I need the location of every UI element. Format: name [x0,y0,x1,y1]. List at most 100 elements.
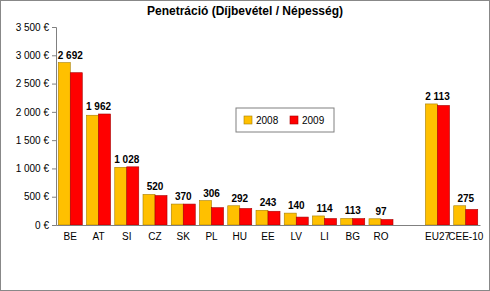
y-tick: 2 000 € [16,107,56,118]
x-tick: EU27 [425,225,450,242]
bar [369,219,381,225]
bar [425,104,437,225]
bars [58,63,477,225]
data-label: 114 [316,203,333,214]
data-label: 292 [231,193,248,204]
y-tick-label: 0 € [35,220,49,231]
x-axis: BE AT SI CZ SK PL HU EE LV LI BG RO EU27CEE-10 [57,225,484,242]
y-tick-label: 500 € [24,191,49,202]
bar [155,196,167,225]
legend-item: 2009 [290,115,325,126]
bar [466,209,478,225]
bar [240,208,252,225]
x-tick-label: BE [64,231,78,242]
y-tick-label: 2 000 € [16,107,50,118]
bar [199,201,211,225]
legend-box [236,108,334,132]
x-axis-line [57,225,481,226]
bar [312,216,324,225]
y-axis-line [52,28,57,226]
y-tick-mark [52,168,56,169]
y-tick-mark [52,225,56,226]
series-2008 [58,63,465,225]
y-tick-label: 3 500 € [16,22,50,33]
y-tick: 3 500 € [16,22,56,33]
x-tick-label: RO [373,231,388,242]
x-tick: BE [64,225,78,242]
data-label: 97 [375,206,387,217]
bar [353,219,365,225]
data-label: 370 [175,191,192,202]
y-tick-mark [52,197,56,198]
x-tick: PL [205,225,218,242]
x-tick: LV [290,225,302,242]
bar [296,217,308,225]
chart: Penetráció (Díjbevétel / Népesség) 0 € 500… [0,0,490,291]
y-tick-mark [52,84,56,85]
legend-label: 2009 [302,115,325,126]
y-tick: 1 000 € [16,163,56,174]
data-label: 306 [203,188,220,199]
chart-frame [1,1,490,291]
data-label: 520 [147,181,164,192]
legend: 2008 2009 [236,108,334,132]
y-tick: 0 € [35,220,56,231]
bar [284,213,296,225]
x-tick-label: BG [346,231,361,242]
y-tick-label: 1 500 € [16,135,50,146]
bar [87,115,99,225]
bar [58,63,70,225]
y-tick-label: 3 000 € [16,50,50,61]
y-tick-mark [52,140,56,141]
x-tick-label: LV [290,231,302,242]
x-tick: HU [233,225,247,242]
data-labels: 2 6921 9621 0285203703062922431401141139… [58,50,475,217]
y-tick-label: 1 000 € [16,163,50,174]
y-tick: 500 € [24,191,56,202]
x-tick: EE [261,225,275,242]
x-tick: CZ [148,225,161,242]
x-tick: RO [373,225,388,242]
x-tick-label: EE [261,231,275,242]
data-label: 275 [457,193,474,204]
bar [256,210,268,225]
bar [171,204,183,225]
bar [183,204,195,225]
bar [212,208,224,225]
data-label: 243 [260,197,277,208]
x-tick-label: AT [92,231,104,242]
series-2009 [70,73,477,225]
y-tick: 2 500 € [16,78,56,89]
x-tick-label: SI [122,231,131,242]
bar [115,167,127,225]
y-axis: 0 € 500 € 1 000 € 1 500 € 2 000 € 2 500 € 3 00… [16,22,57,231]
x-tick: SI [122,225,131,242]
x-tick-label: CEE-10 [448,231,483,242]
legend-label: 2008 [256,115,279,126]
y-tick: 1 500 € [16,135,56,146]
legend-swatch [290,116,298,124]
y-tick-mark [52,112,56,113]
x-tick: CEE-10 [448,225,483,242]
legend-item: 2008 [244,115,279,126]
x-tick-label: CZ [148,231,161,242]
bar [454,206,466,225]
x-tick-label: HU [233,231,247,242]
data-label: 140 [288,200,305,211]
bar [143,194,155,225]
data-label: 1 962 [86,101,111,112]
bar [324,219,336,225]
x-tick-label: SK [177,231,191,242]
data-label: 113 [345,205,362,216]
y-tick-label: 2 500 € [16,78,50,89]
x-tick: LI [320,225,328,242]
title: Penetráció (Díjbevétel / Népesség) [147,4,343,18]
data-label: 2 113 [425,91,450,102]
x-tick-label: PL [205,231,218,242]
bar [127,167,139,225]
x-tick: AT [92,225,104,242]
bar [381,220,393,225]
bar [268,211,280,225]
bar [437,105,449,225]
plot: 0 € 500 € 1 000 € 1 500 € 2 000 € 2 500 € 3 00… [16,22,484,242]
